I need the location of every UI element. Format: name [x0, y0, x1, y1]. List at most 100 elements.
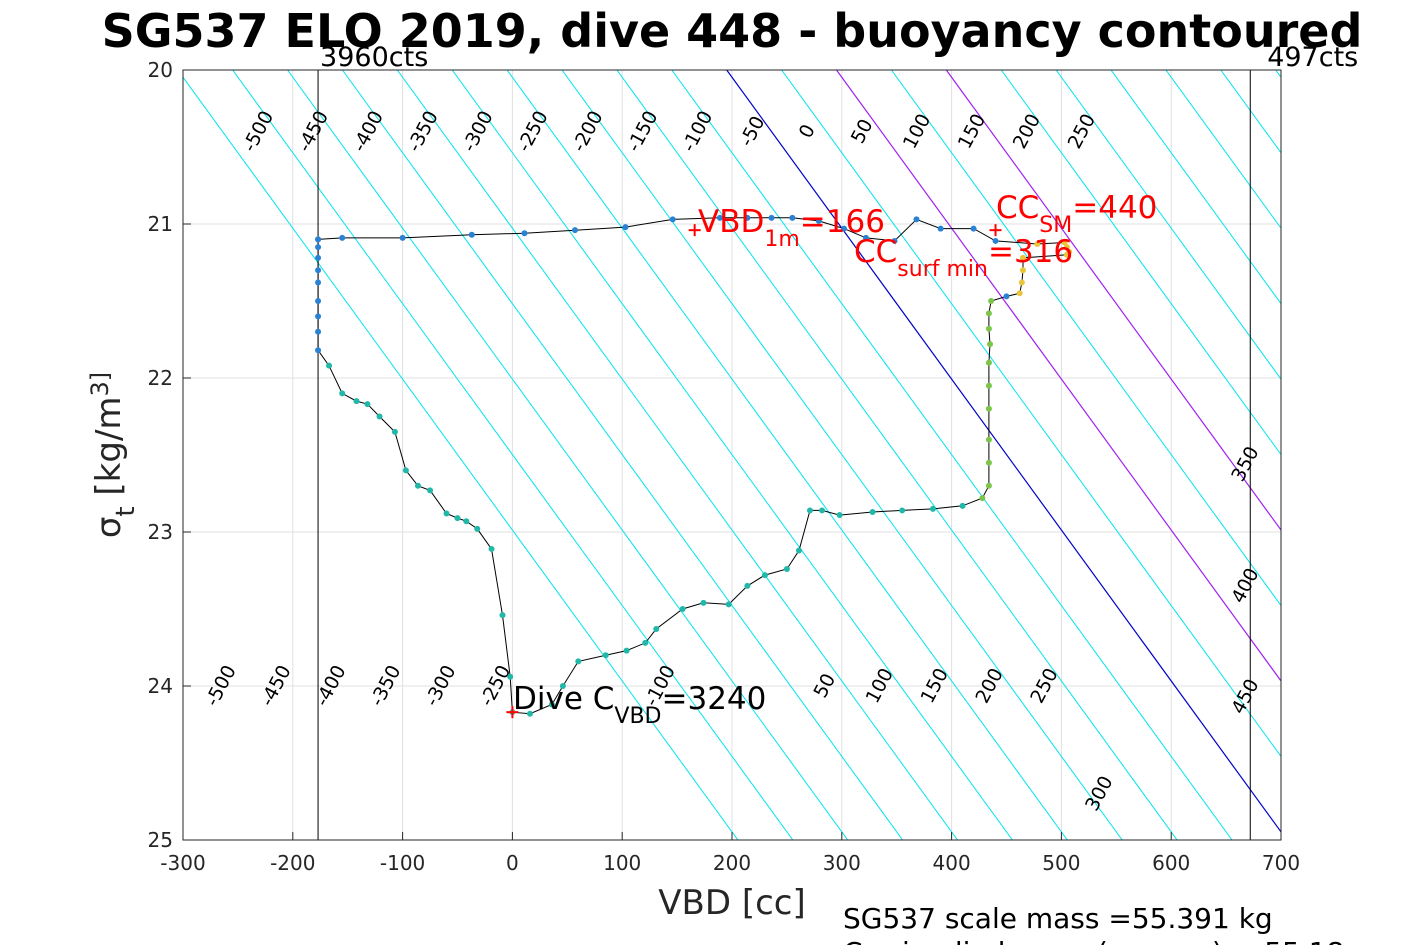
annotation-part: Dive C: [513, 681, 614, 717]
contour-label: 200: [1009, 110, 1045, 152]
y-tick-label: 20: [148, 58, 173, 82]
profile-point: [1019, 267, 1026, 274]
profile-point: [571, 227, 578, 234]
profile-point: [744, 214, 751, 221]
profile-point: [700, 599, 707, 606]
buoyancy-contours: [183, 70, 1281, 840]
profile-point: [653, 626, 660, 633]
profile-point: [869, 508, 876, 515]
x-tick-label: 200: [713, 851, 751, 875]
y-axis-label: σt [kg/m3]: [86, 372, 141, 538]
profile-point: [402, 467, 409, 474]
contour-label: 250: [1064, 110, 1100, 152]
contour-label: 150: [954, 110, 990, 152]
contour-line: [781, 70, 1281, 758]
profile-point: [315, 279, 322, 286]
profile-point: [669, 216, 676, 223]
profile-point: [840, 225, 847, 232]
y-tick-label: 22: [148, 366, 173, 390]
contour-label: -50: [735, 112, 769, 150]
profile-line: [317, 217, 1070, 715]
annotation-part: CC: [996, 190, 1039, 226]
limit-label: 3960cts: [320, 42, 428, 73]
profile-point: [526, 710, 533, 717]
annotation-part: =440: [1072, 190, 1157, 226]
profile-point: [768, 214, 775, 221]
profile-point: [985, 405, 992, 412]
profile-point: [315, 244, 322, 251]
contour-line: [616, 70, 1178, 840]
x-tick-label: 600: [1152, 851, 1190, 875]
annotation-part: SM: [1039, 213, 1072, 238]
profile-point: [929, 505, 936, 512]
profile-point: [468, 231, 475, 238]
profile-point: [364, 401, 371, 408]
contour-label: 50: [809, 670, 840, 702]
annotation-cc-sm: CCSM=440: [996, 190, 1157, 238]
contour-line: [232, 70, 794, 840]
profile-point: [806, 507, 813, 514]
profile-point: [891, 237, 898, 244]
profile-point: [1018, 279, 1025, 286]
vbd-limit-lines: 3960cts 497cts: [317, 42, 1358, 840]
contour-line: [836, 70, 1281, 682]
profile-point: [985, 436, 992, 443]
x-tick-label: 300: [823, 851, 861, 875]
profile-point: [992, 237, 999, 244]
profile-point: [761, 572, 768, 579]
profile-point: [716, 214, 723, 221]
profile-point: [521, 230, 528, 237]
contour-label: -250: [513, 107, 553, 155]
profile-point: [979, 495, 986, 502]
profile-point: [399, 234, 406, 241]
profile-point: [959, 502, 966, 509]
profile-point: [1061, 239, 1068, 246]
contour-line: [451, 70, 1013, 840]
annotation-vbd-1m: VBD1m=166: [698, 204, 885, 252]
annotation-part: =316: [988, 234, 1073, 270]
profile-point: [899, 507, 906, 514]
y-tick-label: 21: [148, 212, 173, 236]
chart-title: SG537 ELO 2019, dive 448 - buoyancy cont…: [102, 4, 1363, 58]
y-axis-label-part: 3]: [86, 372, 114, 397]
profile-point: [414, 482, 421, 489]
profile-point: [985, 325, 992, 332]
contour-line: [671, 70, 1233, 840]
profile-point: [1063, 251, 1070, 258]
profile-point: [1034, 241, 1041, 248]
contour-line: [1000, 70, 1281, 456]
profile-point: [988, 298, 995, 304]
profile-point: [507, 673, 514, 680]
profile-point: [836, 512, 843, 519]
profile-point: [1019, 254, 1026, 261]
contour-line: [1275, 70, 1281, 79]
footer-line-2: C_v implied mass (apogee) = 55.18: [843, 936, 1344, 945]
profile-point: [315, 254, 322, 261]
contour-line: [396, 70, 958, 840]
profile-point: [353, 398, 360, 405]
contour-label: -400: [348, 107, 388, 155]
profile-point: [795, 547, 802, 554]
profile-point: [454, 515, 461, 522]
contour-line: [1165, 70, 1281, 230]
contour-label: -100: [678, 107, 718, 155]
contour-line: [561, 70, 1123, 840]
contour-line: [1055, 70, 1281, 380]
contour-line: [342, 70, 904, 840]
x-tick-label: 0: [506, 851, 519, 875]
profile-point: [315, 298, 322, 304]
contour-label: -500: [238, 107, 278, 155]
contour-line: [891, 70, 1281, 607]
annotation-part: 1m: [764, 227, 799, 252]
profile-point: [642, 639, 649, 646]
contour-label: 0: [795, 121, 820, 142]
profile-point: [315, 347, 322, 354]
profile-point: [376, 413, 383, 420]
x-tick-label: 100: [603, 851, 641, 875]
profile-point: [622, 224, 629, 231]
contour-line: [726, 70, 1281, 833]
annotation-part: =166: [800, 204, 885, 240]
profile-point: [985, 359, 992, 366]
